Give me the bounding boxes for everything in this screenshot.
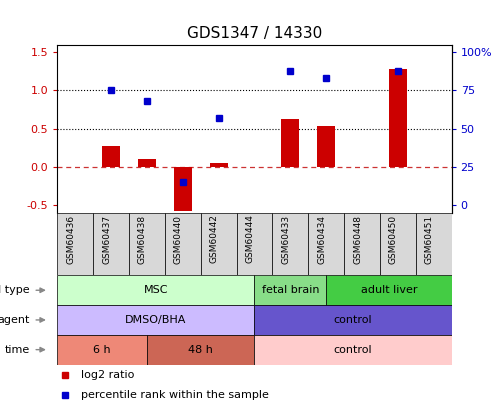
Bar [308, 213, 344, 275]
Bar [254, 275, 326, 305]
Text: GSM60434: GSM60434 [317, 215, 326, 264]
Text: adult liver: adult liver [361, 285, 417, 295]
Text: cell type: cell type [0, 285, 30, 295]
Text: log2 ratio: log2 ratio [81, 370, 134, 380]
Text: control: control [334, 315, 372, 325]
Bar [129, 213, 165, 275]
Bar [174, 167, 192, 211]
Text: GSM60437: GSM60437 [102, 215, 111, 264]
Bar [281, 119, 299, 167]
Text: agent: agent [0, 315, 30, 325]
Text: 6 h: 6 h [93, 345, 111, 355]
Text: GSM60440: GSM60440 [174, 215, 183, 264]
Text: GSM60442: GSM60442 [210, 215, 219, 263]
Text: control: control [334, 345, 372, 355]
Bar [317, 126, 335, 167]
Text: GSM60438: GSM60438 [138, 215, 147, 264]
Bar [57, 213, 93, 275]
Text: DMSO/BHA: DMSO/BHA [125, 315, 187, 325]
Bar [389, 69, 407, 167]
Text: time: time [4, 345, 30, 355]
Bar [380, 213, 416, 275]
Bar [254, 305, 452, 335]
Text: GSM60448: GSM60448 [353, 215, 362, 264]
Bar [165, 213, 201, 275]
Bar [326, 275, 452, 305]
Text: MSC: MSC [144, 285, 168, 295]
Bar [57, 305, 254, 335]
Bar [272, 213, 308, 275]
Text: GSM60436: GSM60436 [66, 215, 75, 264]
Bar [237, 213, 272, 275]
Text: GSM60444: GSM60444 [246, 215, 254, 263]
Bar [254, 335, 452, 364]
Bar [201, 213, 237, 275]
Text: fetal brain: fetal brain [261, 285, 319, 295]
Text: GSM60433: GSM60433 [281, 215, 290, 264]
Title: GDS1347 / 14330: GDS1347 / 14330 [187, 26, 322, 40]
Bar [416, 213, 452, 275]
Bar [138, 159, 156, 167]
Bar [102, 146, 120, 167]
Bar [57, 335, 147, 364]
Bar [57, 275, 254, 305]
Bar [344, 213, 380, 275]
Text: 48 h: 48 h [188, 345, 213, 355]
Bar [147, 335, 254, 364]
Text: GSM60451: GSM60451 [425, 215, 434, 264]
Text: GSM60450: GSM60450 [389, 215, 398, 264]
Bar [93, 213, 129, 275]
Bar [210, 163, 228, 167]
Text: percentile rank within the sample: percentile rank within the sample [81, 390, 269, 399]
